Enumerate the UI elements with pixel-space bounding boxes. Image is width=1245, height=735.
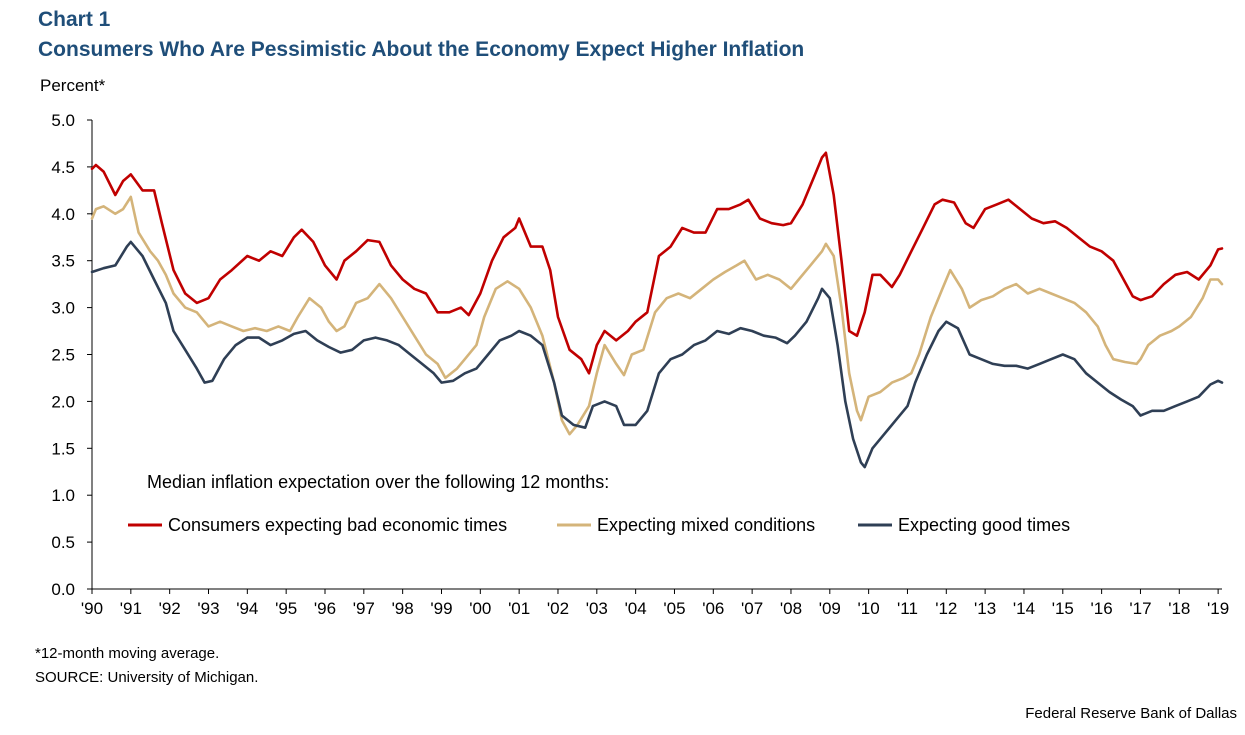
- x-tick-label: '02: [547, 599, 569, 618]
- y-tick-label: 0.0: [51, 580, 75, 599]
- x-tick-label: '04: [625, 599, 647, 618]
- x-tick-label: '90: [81, 599, 103, 618]
- x-tick-label: '94: [236, 599, 258, 618]
- y-tick-label: 2.5: [51, 346, 75, 365]
- x-tick-label: '93: [197, 599, 219, 618]
- x-tick-label: '10: [858, 599, 880, 618]
- x-tick-label: '00: [469, 599, 491, 618]
- series-lines: [90, 151, 1224, 469]
- chart-title: Consumers Who Are Pessimistic About the …: [38, 38, 805, 61]
- legend: Consumers expecting bad economic times Ex…: [128, 515, 1070, 535]
- legend-label: Consumers expecting bad economic times: [168, 515, 507, 535]
- legend-title: Median inflation expectation over the fo…: [147, 472, 609, 492]
- x-tick-label: '17: [1129, 599, 1151, 618]
- y-tick-label: 0.5: [51, 533, 75, 552]
- series-line-3: [90, 240, 1224, 469]
- x-tick-label: '15: [1052, 599, 1074, 618]
- x-tick-label: '98: [392, 599, 414, 618]
- x-tick-label: '01: [508, 599, 530, 618]
- y-tick-label: 4.0: [51, 205, 75, 224]
- y-tick-label: 2.0: [51, 392, 75, 411]
- x-tick-label: '09: [819, 599, 841, 618]
- footnote: *12-month moving average.: [35, 645, 220, 662]
- y-tick-label: 5.0: [51, 111, 75, 130]
- legend-label: Expecting mixed conditions: [597, 515, 815, 535]
- x-tick-label: '99: [430, 599, 452, 618]
- series-line-1: [90, 151, 1224, 375]
- x-tick-label: '91: [120, 599, 142, 618]
- x-tick-label: '16: [1091, 599, 1113, 618]
- x-tick-label: '12: [935, 599, 957, 618]
- credit-note: Federal Reserve Bank of Dallas: [1025, 705, 1237, 722]
- y-tick-label: 4.5: [51, 158, 75, 177]
- y-tick-label: 3.5: [51, 252, 75, 271]
- x-tick-label: '08: [780, 599, 802, 618]
- x-tick-label: '03: [586, 599, 608, 618]
- x-tick-label: '92: [159, 599, 181, 618]
- x-tick-label: '18: [1168, 599, 1190, 618]
- y-axis-label: Percent*: [40, 76, 106, 95]
- y-tick-label: 1.0: [51, 486, 75, 505]
- axes: 0.0 0.5 1.0 1.5 2.0 2.5 3.0 3.5 4.0 4.5 5.0 '90 '91 '…: [51, 111, 1229, 618]
- x-tick-label: '19: [1207, 599, 1229, 618]
- x-tick-label: '95: [275, 599, 297, 618]
- x-tick-label: '07: [741, 599, 763, 618]
- series-line-2: [90, 195, 1224, 436]
- x-tick-label: '06: [702, 599, 724, 618]
- x-tick-label: '14: [1013, 599, 1035, 618]
- x-tick-label: '96: [314, 599, 336, 618]
- x-tick-label: '13: [974, 599, 996, 618]
- x-tick-label: '05: [663, 599, 685, 618]
- legend-label: Expecting good times: [898, 515, 1070, 535]
- x-tick-label: '11: [897, 599, 918, 618]
- chart-number: Chart 1: [38, 8, 111, 31]
- y-tick-label: 3.0: [51, 299, 75, 318]
- x-tick-label: '97: [353, 599, 375, 618]
- source-note: SOURCE: University of Michigan.: [35, 669, 259, 686]
- y-tick-label: 1.5: [51, 439, 75, 458]
